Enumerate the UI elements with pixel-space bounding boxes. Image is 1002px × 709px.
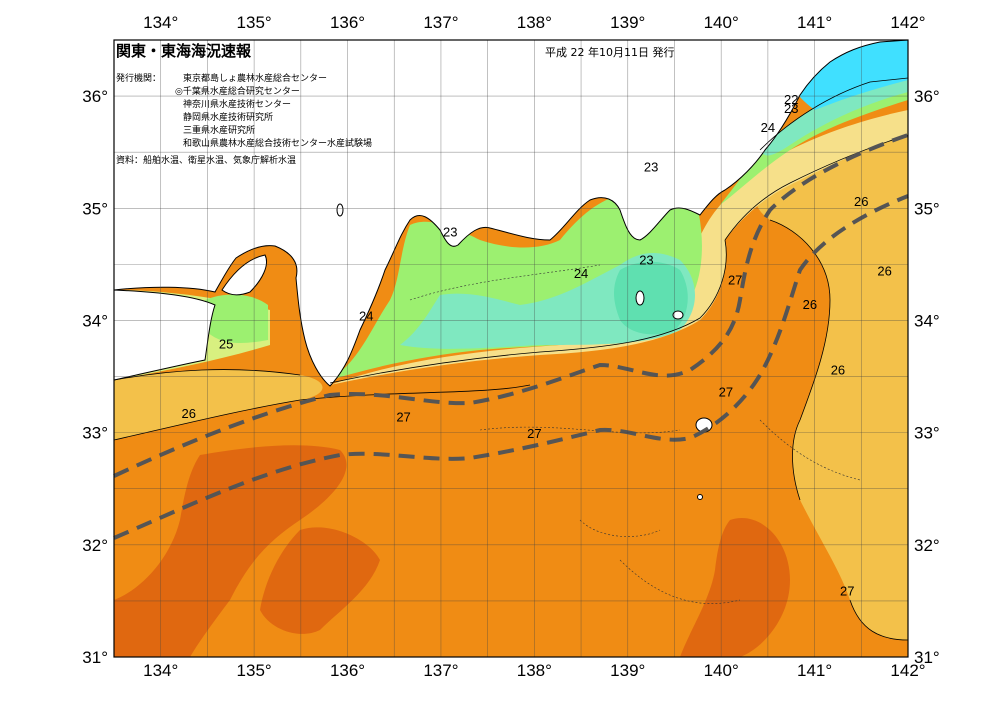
temperature-zone-24 [205, 294, 268, 343]
temperature-zone-28 [680, 518, 790, 657]
issuer-item: ◎千葉県水産総合研究センター [175, 85, 300, 97]
issuer-item: 静岡県水産技術研究所 [183, 111, 273, 123]
lat-tick-left: 31° [82, 648, 108, 667]
lon-tick-bottom: 137° [423, 661, 458, 680]
lon-tick-bottom: 135° [237, 661, 272, 680]
issuer-item: 神奈川県水産技術センター [183, 98, 291, 110]
lon-tick-top: 137° [423, 13, 458, 32]
isotherm-label: 24 [359, 308, 373, 323]
kuroshio-axis [113, 133, 909, 540]
temperature-zone-25 [330, 110, 908, 385]
temperature-zone-23 [760, 78, 908, 156]
data-source-note: 資料：船舶水温、衛星水温、気象庁解析水温 [116, 154, 296, 166]
isotherm-label: 27 [840, 583, 854, 598]
lat-tick-left: 34° [82, 311, 108, 330]
isotherm-label: 23 [644, 159, 658, 174]
temperature-zone-26 [754, 120, 908, 640]
isotherm-label: 27 [396, 409, 410, 424]
isotherm-label: 26 [181, 406, 195, 421]
lat-tick-right: 35° [914, 199, 940, 218]
isotherm-lines-dotted [409, 264, 861, 604]
lon-tick-top: 141° [797, 13, 832, 32]
temperature-zone-28 [260, 527, 380, 634]
lat-tick-right: 34° [914, 311, 940, 330]
isotherm-label: 26 [877, 264, 891, 279]
axis-ticks: 134° 134° 135° 135° 136° 136° 137° 137° 138° 138°… [82, 13, 939, 680]
lat-tick-right: 36° [914, 87, 940, 106]
lon-tick-top: 136° [330, 13, 365, 32]
lon-tick-bottom: 139° [610, 661, 645, 680]
isotherm-label: 23 [784, 101, 798, 116]
lon-tick-top: 140° [704, 13, 739, 32]
issuer-label: 発行機関： [116, 72, 161, 84]
map-frame [113, 39, 909, 658]
isotherm-label: 26 [831, 362, 845, 377]
temperature-zone-23 [614, 261, 688, 335]
isotherm-label: 27 [527, 426, 541, 441]
lat-tick-left: 33° [82, 424, 108, 443]
lon-tick-bottom: 134° [143, 661, 178, 680]
lat-tick-right: 31° [914, 648, 940, 667]
lon-tick-bottom: 142° [890, 661, 925, 680]
isotherm-label: 24 [761, 120, 775, 135]
isotherm-label: 26 [803, 297, 817, 312]
issuer-item: 三重県水産研究所 [183, 124, 255, 136]
isotherm-label: 24 [574, 266, 588, 281]
lon-tick-bottom: 140° [704, 661, 739, 680]
header-block: 関東・東海海況速報 平成 22 年10月11日 発行 発行機関： 東京都島しょ農… [116, 42, 674, 166]
map-title: 関東・東海海況速報 [116, 42, 252, 60]
lat-tick-left: 35° [82, 199, 108, 218]
lon-tick-top: 134° [143, 13, 178, 32]
isotherm-label: 25 [219, 337, 233, 352]
isotherm-label: 22 [784, 92, 798, 107]
lon-tick-bottom: 136° [330, 661, 365, 680]
lon-tick-top: 138° [517, 13, 552, 32]
lat-tick-right: 32° [914, 536, 940, 555]
issuer-item: 和歌山県農林水産総合技術センター水産試験場 [183, 137, 372, 149]
temperature-zone-26 [114, 369, 323, 440]
lat-tick-left: 36° [82, 87, 108, 106]
izu-islands [336, 203, 713, 500]
isotherm-label: 27 [728, 273, 742, 288]
issuer-item: 東京都島しょ農林水産総合センター [183, 72, 327, 84]
issue-date: 平成 22 年10月11日 発行 [545, 45, 674, 59]
temperature-zone-28 [114, 445, 347, 657]
isotherm-label: 23 [443, 224, 457, 239]
lon-tick-top: 142° [890, 13, 925, 32]
isotherm-label: 27 [719, 385, 733, 400]
lat-tick-left: 32° [82, 536, 108, 555]
lat-tick-right: 33° [914, 424, 940, 443]
lon-tick-top: 139° [610, 13, 645, 32]
isotherm-label: 26 [854, 194, 868, 209]
lon-tick-bottom: 141° [797, 661, 832, 680]
lon-tick-bottom: 138° [517, 661, 552, 680]
lat-lon-grid [114, 40, 908, 657]
lon-tick-top: 135° [237, 13, 272, 32]
isotherm-label: 23 [639, 252, 653, 267]
coastline-land [113, 39, 909, 387]
